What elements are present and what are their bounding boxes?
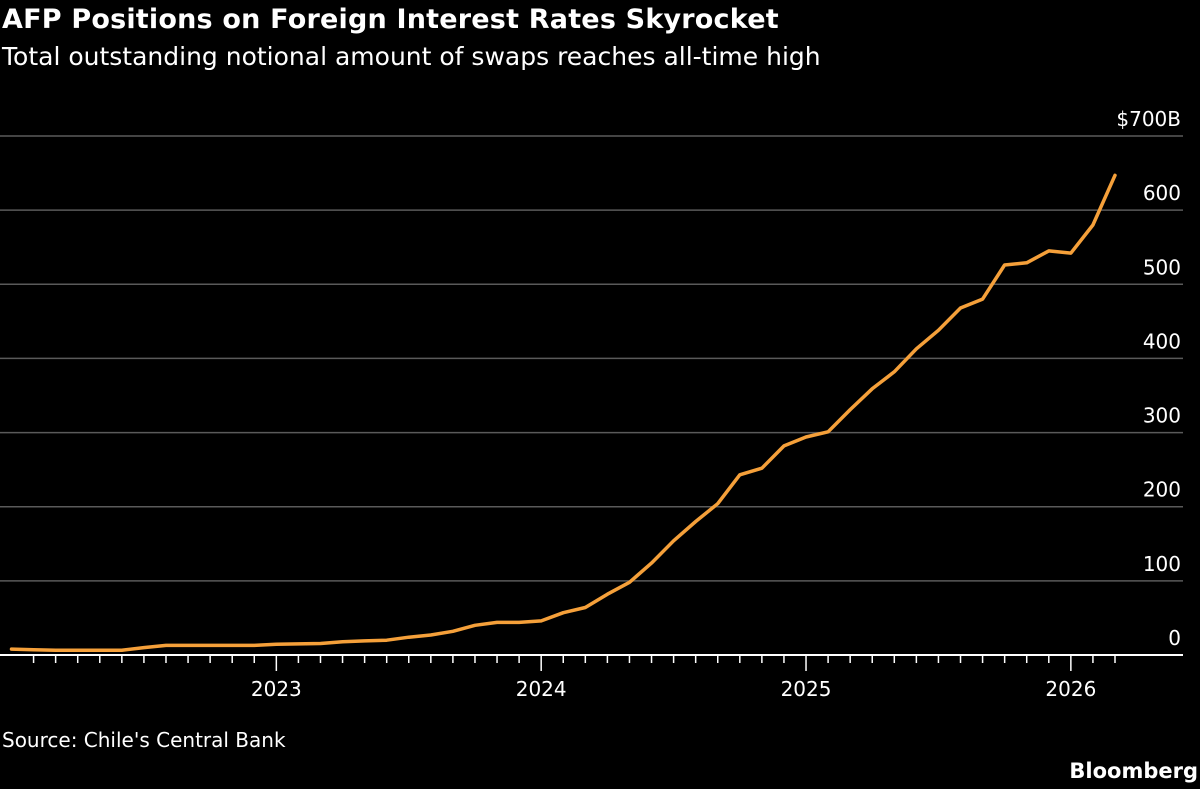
x-tick-label: 2023 bbox=[251, 677, 302, 701]
x-tick-label: 2025 bbox=[781, 677, 832, 701]
x-tick-label: 2024 bbox=[516, 677, 567, 701]
chart-title: AFP Positions on Foreign Interest Rates … bbox=[2, 4, 779, 35]
chart-subtitle: Total outstanding notional amount of swa… bbox=[2, 42, 821, 71]
y-tick-label: 200 bbox=[1143, 478, 1181, 502]
y-tick-label: 0 bbox=[1168, 626, 1181, 650]
y-tick-label: 100 bbox=[1143, 552, 1181, 576]
y-tick-label: $700B bbox=[1116, 107, 1181, 131]
bloomberg-logo: Bloomberg bbox=[1069, 759, 1198, 783]
y-tick-label: 600 bbox=[1143, 181, 1181, 205]
y-tick-label: 300 bbox=[1143, 404, 1181, 428]
x-tick-label: 2026 bbox=[1045, 677, 1096, 701]
y-tick-label: 400 bbox=[1143, 329, 1181, 353]
series-line bbox=[9, 173, 1117, 652]
source-note: Source: Chile's Central Bank bbox=[2, 728, 286, 752]
y-tick-label: 500 bbox=[1143, 255, 1181, 279]
